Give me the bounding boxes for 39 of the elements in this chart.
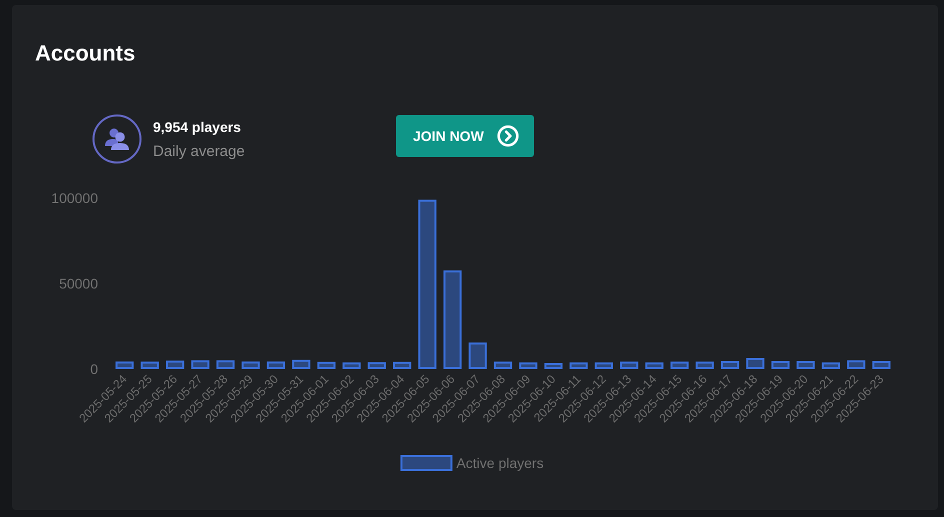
bar [746, 358, 764, 369]
bar [594, 362, 613, 369]
bar [822, 362, 840, 369]
bar [242, 361, 260, 369]
text: Daily average [153, 143, 245, 160]
bar [620, 362, 638, 369]
bar [216, 360, 235, 369]
bar [696, 362, 714, 369]
chart-title: Accounts [35, 40, 136, 66]
bar [140, 362, 159, 369]
bar [570, 362, 588, 369]
bar [317, 362, 336, 369]
bar [720, 360, 740, 369]
bar [266, 361, 286, 369]
bar [393, 362, 412, 369]
bar [494, 362, 512, 369]
bar [645, 362, 664, 369]
bar [166, 360, 184, 369]
button: JOIN NOW [396, 115, 534, 157]
bar [368, 362, 386, 369]
y-tick-label: 0 [90, 361, 98, 377]
bar [670, 362, 689, 369]
bar [771, 360, 790, 369]
bar [342, 362, 361, 369]
legend-label: Active players [456, 455, 544, 471]
bar [544, 363, 563, 369]
bar [468, 342, 487, 369]
bar [292, 360, 310, 369]
bar [116, 361, 134, 369]
bar [872, 360, 890, 369]
bar [191, 360, 210, 369]
text: 9,954 players [153, 119, 241, 135]
bar [519, 362, 538, 369]
bar [443, 270, 462, 369]
y-tick-label: 50000 [59, 276, 98, 292]
y-tick-label: 100000 [51, 190, 98, 206]
bar [796, 360, 815, 369]
bar [847, 360, 866, 369]
bar [418, 200, 436, 369]
